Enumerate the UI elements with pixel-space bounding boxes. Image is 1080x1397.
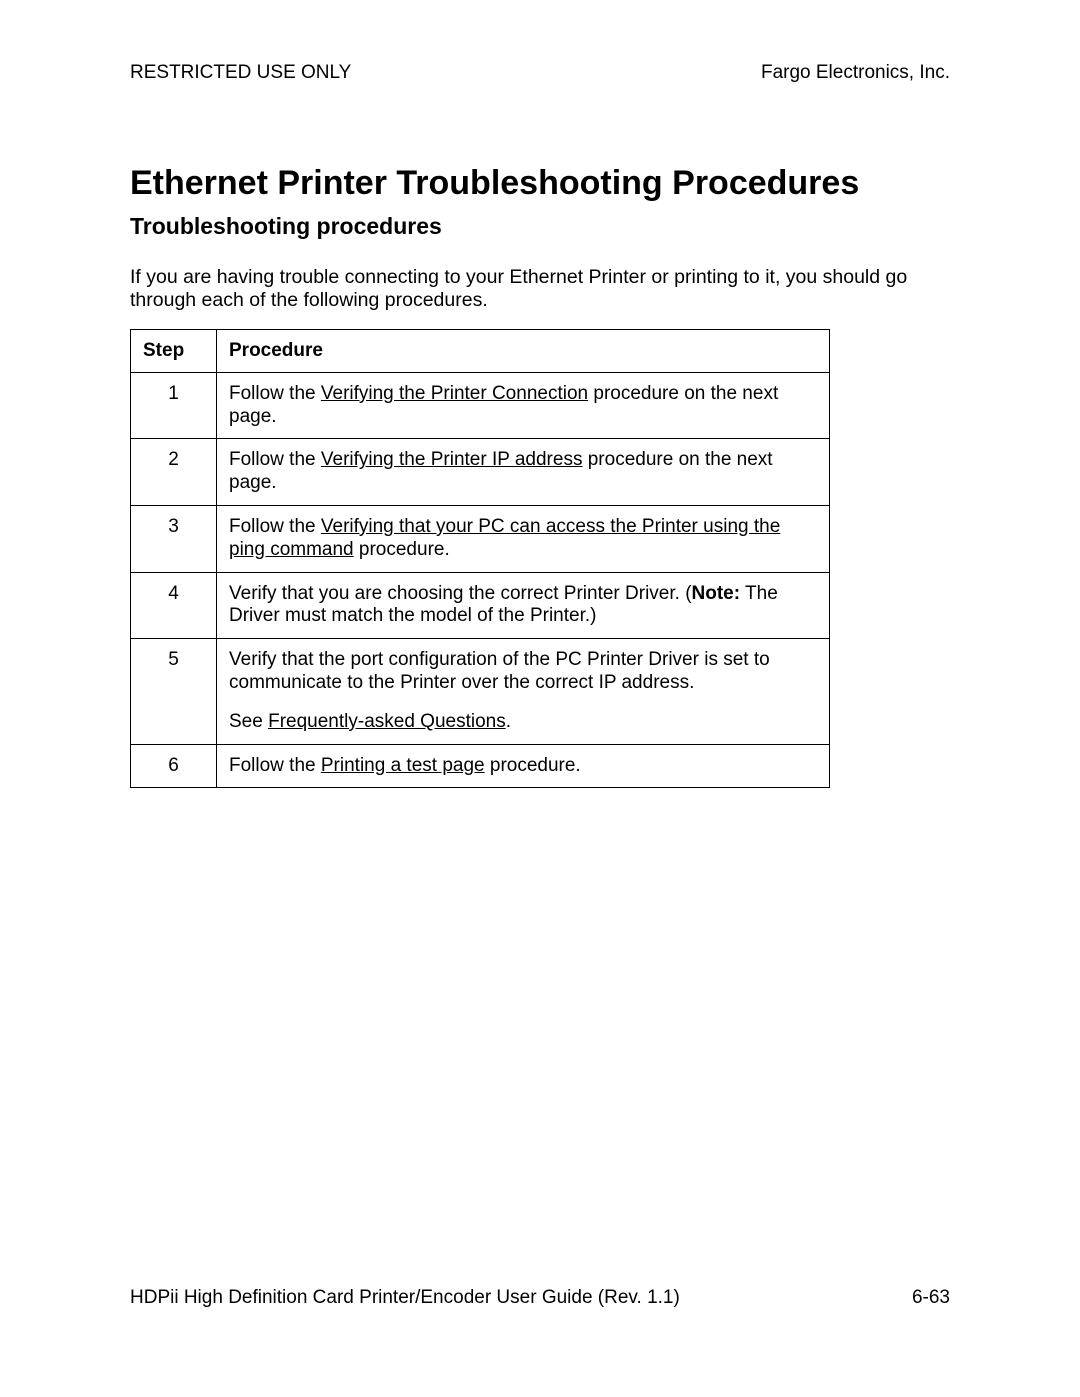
link-text: Frequently-asked Questions <box>268 711 506 732</box>
procedure-cell: Verify that you are choosing the correct… <box>217 572 830 639</box>
text-span: Follow the <box>229 755 321 776</box>
step-cell: 2 <box>131 439 217 506</box>
col-header-procedure: Procedure <box>217 329 830 372</box>
footer-right: 6-63 <box>912 1287 950 1309</box>
table-row: 4 Verify that you are choosing the correc… <box>131 572 830 639</box>
text-span: . <box>506 711 511 732</box>
text-span: Verify that the port configuration of th… <box>229 649 770 693</box>
procedure-paragraph: Verify that you are choosing the correct… <box>229 583 817 629</box>
step-cell: 6 <box>131 744 217 788</box>
text-span: Follow the <box>229 383 321 404</box>
step-cell: 5 <box>131 639 217 744</box>
header-left: RESTRICTED USE ONLY <box>130 62 351 84</box>
text-span: See <box>229 711 268 732</box>
procedure-cell: Verify that the port configuration of th… <box>217 639 830 744</box>
table-row: 5 Verify that the port configuration of t… <box>131 639 830 744</box>
procedure-cell: Follow the Verifying the Printer Connect… <box>217 372 830 439</box>
link-text: Printing a test page <box>321 755 485 776</box>
page-header: RESTRICTED USE ONLY Fargo Electronics, I… <box>130 62 950 84</box>
text-span: Follow the <box>229 516 321 537</box>
table-row: 3 Follow the Verifying that your PC can a… <box>131 505 830 572</box>
procedure-paragraph: See Frequently-asked Questions. <box>229 711 817 734</box>
text-span: procedure. <box>354 539 450 560</box>
text-span: Follow the <box>229 449 321 470</box>
table-row: 6 Follow the Printing a test page procedu… <box>131 744 830 788</box>
step-cell: 1 <box>131 372 217 439</box>
intro-paragraph: If you are having trouble connecting to … <box>130 266 950 313</box>
step-cell: 3 <box>131 505 217 572</box>
procedure-paragraph: Follow the Verifying the Printer IP addr… <box>229 449 817 495</box>
procedure-cell: Follow the Verifying the Printer IP addr… <box>217 439 830 506</box>
page-title: Ethernet Printer Troubleshooting Procedu… <box>130 164 950 203</box>
table-header-row: Step Procedure <box>131 329 830 372</box>
text-span: procedure. <box>485 755 581 776</box>
procedure-paragraph: Follow the Verifying the Printer Connect… <box>229 383 817 429</box>
footer-left: HDPii High Definition Card Printer/Encod… <box>130 1287 680 1309</box>
col-header-step: Step <box>131 329 217 372</box>
procedure-cell: Follow the Printing a test page procedur… <box>217 744 830 788</box>
link-text: Verifying the Printer Connection <box>321 383 588 404</box>
procedure-table: Step Procedure 1 Follow the Verifying the… <box>130 329 830 789</box>
procedure-cell: Follow the Verifying that your PC can ac… <box>217 505 830 572</box>
procedure-paragraph: Follow the Verifying that your PC can ac… <box>229 516 817 562</box>
step-cell: 4 <box>131 572 217 639</box>
link-text: Verifying the Printer IP address <box>321 449 583 470</box>
page-subtitle: Troubleshooting procedures <box>130 213 950 240</box>
text-span: Verify that you are choosing the correct… <box>229 583 692 604</box>
table-row: 2 Follow the Verifying the Printer IP add… <box>131 439 830 506</box>
page: RESTRICTED USE ONLY Fargo Electronics, I… <box>0 0 1080 1397</box>
table-row: 1 Follow the Verifying the Printer Connec… <box>131 372 830 439</box>
procedure-paragraph: Follow the Printing a test page procedur… <box>229 755 817 778</box>
procedure-paragraph: Verify that the port configuration of th… <box>229 649 817 695</box>
header-right: Fargo Electronics, Inc. <box>761 62 950 84</box>
bold-text: Note: <box>692 583 741 604</box>
page-footer: HDPii High Definition Card Printer/Encod… <box>130 1287 950 1309</box>
